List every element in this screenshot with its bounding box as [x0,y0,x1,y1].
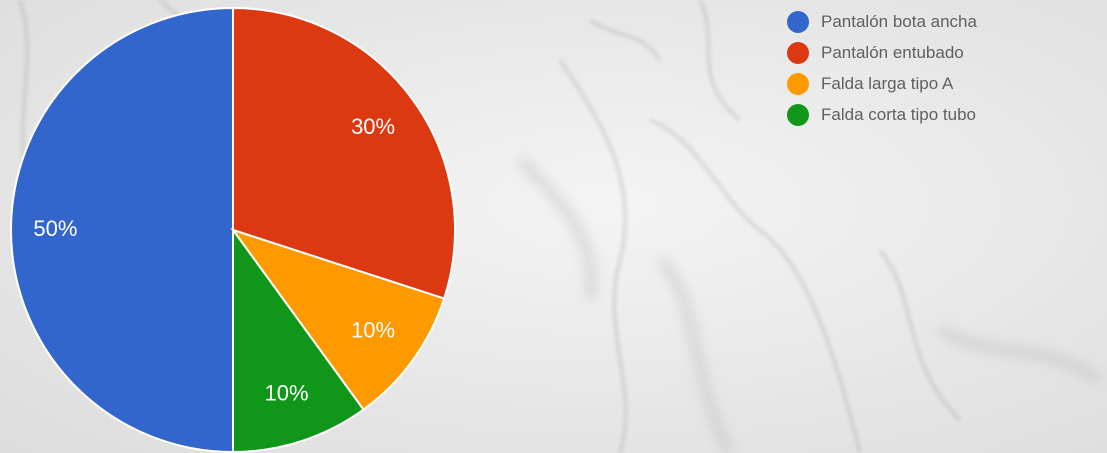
legend-item: Falda corta tipo tubo [787,101,977,129]
pie-slice [232,226,365,453]
legend-item: Falda larga tipo A [787,70,977,98]
pie-slice-label: 30% [351,114,395,139]
chart-legend: Pantalón bota ancha Pantalón entubado Fa… [787,8,977,132]
legend-marker [787,104,809,126]
pie-slice-label: 10% [264,381,308,406]
pie-slice-label: 10% [351,318,395,343]
legend-item: Pantalón bota ancha [787,8,977,36]
pie-slice-label: 50% [33,216,77,241]
pie-slices [10,6,456,453]
legend-marker [787,73,809,95]
legend-label: Pantalón entubado [821,43,964,62]
legend-item: Pantalón entubado [787,39,977,67]
pie-slice [230,228,446,411]
legend-label: Falda corta tipo tubo [821,105,976,124]
legend-label: Pantalón bota ancha [821,12,977,31]
legend-marker [787,11,809,33]
pie-slice [232,6,456,300]
pie-slice [10,6,234,453]
pie-slice-labels: 50% 30% 10% 10% [33,114,395,406]
legend-marker [787,42,809,64]
legend-label: Falda larga tipo A [821,74,954,93]
